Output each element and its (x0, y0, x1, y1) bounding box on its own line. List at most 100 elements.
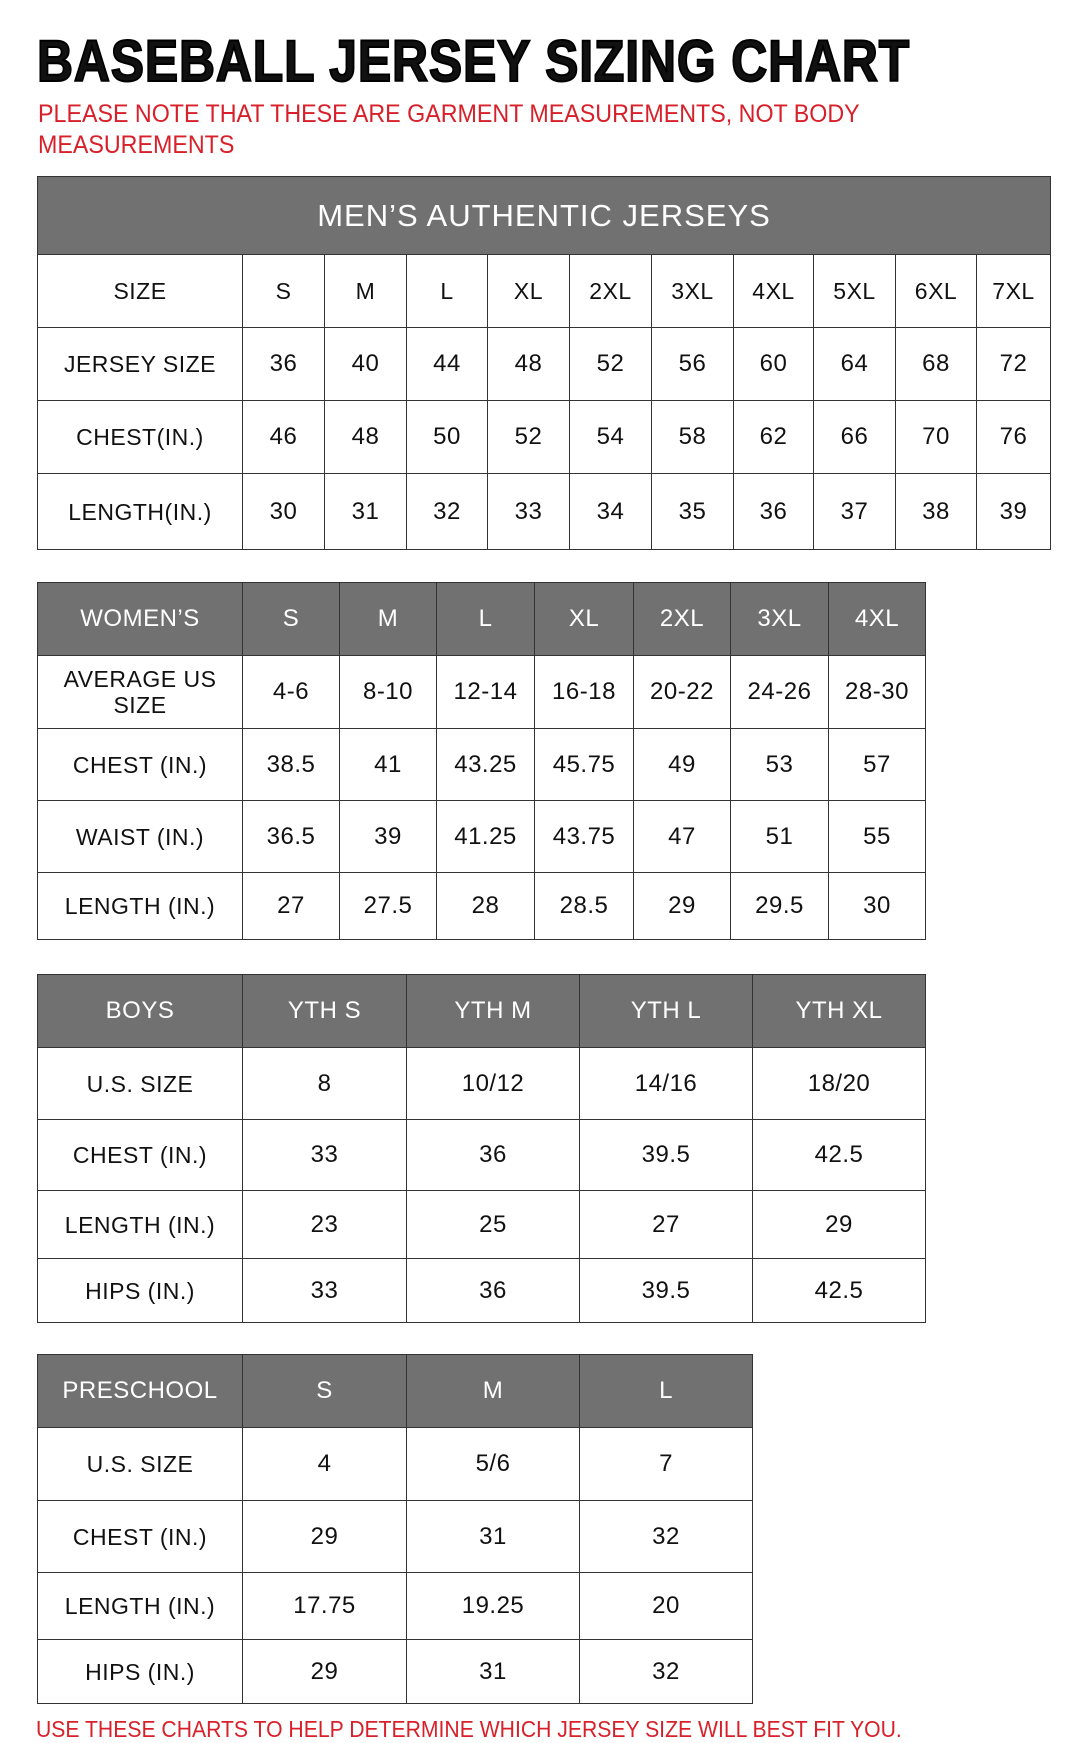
size-header-cell: M (339, 582, 437, 656)
measurement-cell: 36 (733, 473, 814, 550)
measurement-cell: 4-6 (242, 655, 340, 729)
measurement-cell: 28.5 (534, 872, 634, 940)
measurement-cell: 38.5 (242, 728, 340, 801)
measurement-cell: 58 (651, 400, 734, 474)
size-header-cell: L (406, 254, 488, 328)
measurement-cell: 51 (730, 800, 829, 873)
measurement-cell: 5/6 (406, 1427, 580, 1501)
measurement-cell: 14/16 (579, 1047, 753, 1120)
measurement-cell: 33 (487, 473, 570, 550)
measurement-cell: 38 (895, 473, 977, 550)
size-header-cell: 2XL (633, 582, 731, 656)
table-row: CHEST (IN.) 33 36 39.5 42.5 (37, 1119, 926, 1191)
measurement-cell: 60 (733, 327, 814, 401)
measurement-cell: 41 (339, 728, 437, 801)
measurement-cell: 76 (975, 400, 1052, 474)
note-line-2: MEASUREMENTS (38, 131, 235, 159)
measurement-cell: 12-14 (436, 655, 535, 729)
measurement-cell: 48 (487, 327, 570, 401)
header-row: SIZE S M L XL 2XL 3XL 4XL 5XL 6XL 7XL (37, 254, 1052, 328)
row-label: JERSEY SIZE (37, 327, 243, 401)
table-row: HIPS (IN.) 29 31 32 (37, 1639, 753, 1704)
measurement-cell: 29 (633, 872, 731, 940)
size-header-cell: L (579, 1354, 753, 1428)
size-header-cell: YTH L (579, 974, 753, 1048)
measurement-cell: 44 (406, 327, 488, 401)
measurement-cell: 47 (633, 800, 731, 873)
measurement-cell: 17.75 (242, 1572, 407, 1640)
row-label: HIPS (IN.) (37, 1639, 243, 1704)
size-header-cell: M (324, 254, 407, 328)
measurement-cell: 66 (813, 400, 896, 474)
measurement-cell: 39 (339, 800, 437, 873)
size-header-cell: 3XL (651, 254, 734, 328)
size-header-cell: M (406, 1354, 580, 1428)
row-label: WAIST (IN.) (37, 800, 243, 873)
table-row: LENGTH (IN.) 17.75 19.25 20 (37, 1572, 753, 1640)
measurement-cell: 70 (895, 400, 977, 474)
measurement-cell: 43.25 (436, 728, 535, 801)
measurement-cell: 33 (242, 1119, 407, 1191)
header-label: PRESCHOOL (37, 1354, 243, 1428)
size-header-cell: 6XL (895, 254, 977, 328)
measurement-cell: 39 (975, 473, 1052, 550)
header-label: SIZE (37, 254, 243, 328)
table-row: U.S. SIZE 8 10/12 14/16 18/20 (37, 1047, 926, 1120)
measurement-cell: 52 (487, 400, 570, 474)
size-header-cell: YTH XL (752, 974, 926, 1048)
size-header-cell: XL (487, 254, 570, 328)
row-label: AVERAGE US SIZE (37, 655, 243, 729)
row-label: CHEST (IN.) (37, 1119, 243, 1191)
size-header-cell: XL (534, 582, 634, 656)
measurement-cell: 49 (633, 728, 731, 801)
measurement-cell: 18/20 (752, 1047, 926, 1120)
measurement-cell: 32 (579, 1500, 753, 1573)
header-row: BOYS YTH S YTH M YTH L YTH XL (37, 974, 926, 1048)
size-header-cell: L (436, 582, 535, 656)
measurement-cell: 55 (828, 800, 926, 873)
note-line-1: PLEASE NOTE THAT THESE ARE GARMENT MEASU… (38, 100, 860, 128)
row-label: CHEST(IN.) (37, 400, 243, 474)
womens-size-table: WOMEN’S S M L XL 2XL 3XL 4XL AVERAGE US SIZE 4-6 8… (37, 582, 926, 940)
measurement-cell: 36 (406, 1119, 580, 1191)
measurement-cell: 30 (828, 872, 926, 940)
table-row: AVERAGE US SIZE 4-6 8-10 12-14 16-18 20-22 24-… (37, 655, 926, 729)
measurement-cell: 23 (242, 1190, 407, 1259)
table-row: CHEST (IN.) 29 31 32 (37, 1500, 753, 1573)
size-header-cell: S (242, 582, 340, 656)
header-label: WOMEN’S (37, 582, 243, 656)
measurement-cell: 48 (324, 400, 407, 474)
measurement-cell: 72 (975, 327, 1052, 401)
measurement-cell: 29 (752, 1190, 926, 1259)
mens-size-table: MEN’S AUTHENTIC JERSEYS SIZE S M L XL 2XL 3XL 4X… (36, 176, 1052, 550)
measurement-cell: 53 (730, 728, 829, 801)
size-header-cell: S (242, 254, 325, 328)
header-label: BOYS (37, 974, 243, 1048)
measurement-cell: 31 (406, 1639, 580, 1704)
table-row: HIPS (IN.) 33 36 39.5 42.5 (37, 1258, 926, 1323)
measurement-cell: 46 (242, 400, 325, 474)
size-header-cell: 2XL (569, 254, 652, 328)
table-row: LENGTH(IN.) 30 31 32 33 34 35 36 37 38 39 (37, 473, 1052, 550)
size-header-cell: 5XL (813, 254, 896, 328)
measurement-cell: 36 (242, 327, 325, 401)
measurement-cell: 36.5 (242, 800, 340, 873)
measurement-cell: 50 (406, 400, 488, 474)
measurement-cell: 29 (242, 1639, 407, 1704)
measurement-cell: 27 (579, 1190, 753, 1259)
preschool-size-table: PRESCHOOL S M L U.S. SIZE 4 5/6 7 CHEST (IN.) 29 3… (37, 1354, 753, 1704)
measurement-cell: 42.5 (752, 1119, 926, 1191)
measurement-cell: 41.25 (436, 800, 535, 873)
measurement-cell: 45.75 (534, 728, 634, 801)
table-row: U.S. SIZE 4 5/6 7 (37, 1427, 753, 1501)
measurement-cell: 28 (436, 872, 535, 940)
boys-size-table: BOYS YTH S YTH M YTH L YTH XL U.S. SIZE 8 10/12… (37, 974, 926, 1323)
row-label: LENGTH (IN.) (37, 1190, 243, 1259)
size-header-cell: YTH S (242, 974, 407, 1048)
table-row: WAIST (IN.) 36.5 39 41.25 43.75 47 51 55 (37, 800, 926, 873)
table-row: LENGTH (IN.) 27 27.5 28 28.5 29 29.5 30 (37, 872, 926, 940)
measurement-cell: 8 (242, 1047, 407, 1120)
measurement-cell: 56 (651, 327, 734, 401)
measurement-cell: 20 (579, 1572, 753, 1640)
measurement-cell: 20-22 (633, 655, 731, 729)
